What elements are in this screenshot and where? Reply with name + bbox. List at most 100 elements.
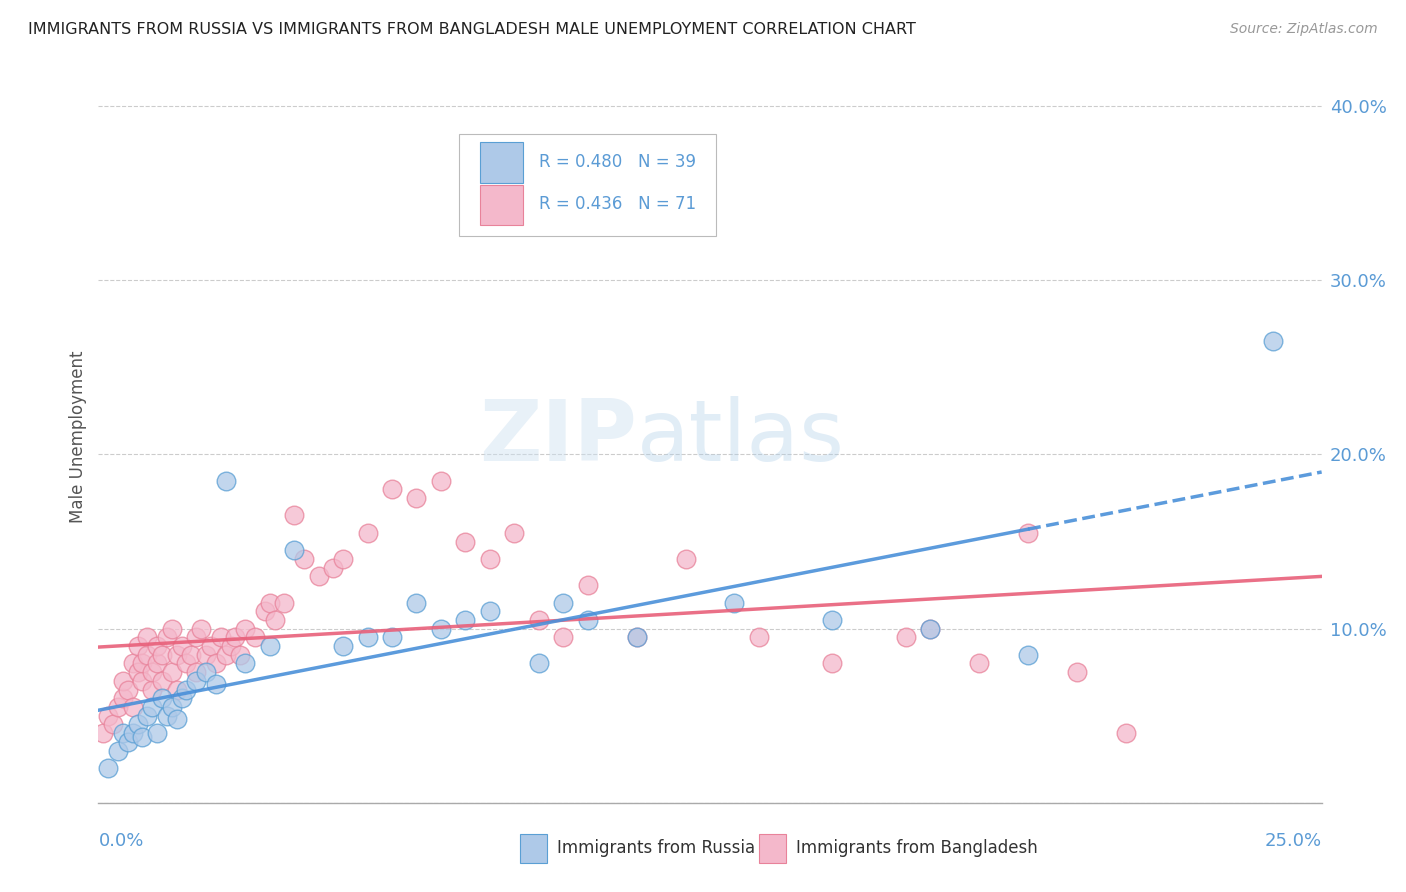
Point	[894, 631, 917, 645]
Point	[121, 726, 143, 740]
Point	[91, 726, 114, 740]
Point	[1017, 648, 1039, 662]
Point	[219, 639, 242, 653]
Point	[186, 665, 208, 680]
Point	[200, 639, 222, 653]
Point	[553, 595, 575, 609]
Point	[166, 682, 188, 697]
Point	[283, 543, 305, 558]
Text: Immigrants from Bangladesh: Immigrants from Bangladesh	[796, 839, 1038, 857]
Y-axis label: Male Unemployment: Male Unemployment	[69, 351, 87, 524]
Point	[141, 665, 163, 680]
Point	[205, 657, 228, 671]
Point	[224, 631, 246, 645]
Point	[1115, 726, 1137, 740]
Point	[356, 631, 378, 645]
Point	[176, 682, 198, 697]
Point	[1261, 334, 1284, 349]
Text: ZIP: ZIP	[479, 395, 637, 479]
Point	[141, 700, 163, 714]
Point	[233, 657, 256, 671]
Bar	[759, 833, 786, 863]
Point	[478, 552, 501, 566]
Point	[209, 631, 232, 645]
Point	[576, 613, 599, 627]
Point	[146, 726, 169, 740]
Point	[214, 648, 236, 662]
Text: 0.0%: 0.0%	[98, 832, 143, 850]
Point	[97, 761, 120, 775]
Point	[292, 552, 315, 566]
Point	[1066, 665, 1088, 680]
Point	[920, 622, 942, 636]
Bar	[479, 185, 523, 225]
Point	[127, 665, 149, 680]
Point	[576, 578, 599, 592]
Point	[821, 613, 844, 627]
Point	[111, 726, 134, 740]
Point	[121, 700, 143, 714]
Point	[332, 639, 354, 653]
Point	[503, 525, 526, 540]
Point	[186, 631, 208, 645]
Text: 25.0%: 25.0%	[1264, 832, 1322, 850]
Point	[195, 665, 218, 680]
Text: IMMIGRANTS FROM RUSSIA VS IMMIGRANTS FROM BANGLADESH MALE UNEMPLOYMENT CORRELATI: IMMIGRANTS FROM RUSSIA VS IMMIGRANTS FRO…	[28, 22, 915, 37]
Point	[150, 673, 173, 688]
Point	[101, 717, 124, 731]
Point	[170, 691, 193, 706]
Point	[381, 631, 404, 645]
Point	[259, 639, 281, 653]
Point	[107, 700, 129, 714]
Text: atlas: atlas	[637, 395, 845, 479]
Point	[723, 595, 745, 609]
Text: Immigrants from Russia: Immigrants from Russia	[557, 839, 755, 857]
Text: R = 0.480   N = 39: R = 0.480 N = 39	[538, 153, 696, 171]
Point	[527, 657, 550, 671]
Point	[180, 648, 202, 662]
Point	[136, 631, 159, 645]
Point	[127, 639, 149, 653]
Point	[626, 631, 648, 645]
Point	[97, 708, 120, 723]
Point	[259, 595, 281, 609]
Point	[160, 665, 183, 680]
Point	[381, 483, 404, 497]
Point	[107, 743, 129, 757]
Point	[131, 730, 153, 744]
Point	[821, 657, 844, 671]
Point	[308, 569, 330, 583]
Point	[675, 552, 697, 566]
Point	[166, 648, 188, 662]
Point	[553, 631, 575, 645]
Point	[478, 604, 501, 618]
Point	[1017, 525, 1039, 540]
Point	[156, 631, 179, 645]
Point	[136, 648, 159, 662]
Point	[121, 657, 143, 671]
Point	[117, 735, 139, 749]
Point	[527, 613, 550, 627]
Point	[253, 604, 276, 618]
Point	[186, 673, 208, 688]
Point	[405, 595, 427, 609]
Point	[136, 708, 159, 723]
Point	[243, 631, 266, 645]
Point	[263, 613, 285, 627]
Point	[176, 657, 198, 671]
Point	[146, 657, 169, 671]
Point	[229, 648, 252, 662]
Point	[131, 657, 153, 671]
Point	[156, 708, 179, 723]
Point	[117, 682, 139, 697]
Bar	[520, 833, 547, 863]
Point	[141, 682, 163, 697]
Point	[273, 595, 295, 609]
Point	[454, 534, 477, 549]
Text: R = 0.436   N = 71: R = 0.436 N = 71	[538, 195, 696, 213]
Point	[160, 622, 183, 636]
Point	[170, 639, 193, 653]
FancyBboxPatch shape	[460, 134, 716, 235]
Point	[356, 525, 378, 540]
Point	[190, 622, 212, 636]
